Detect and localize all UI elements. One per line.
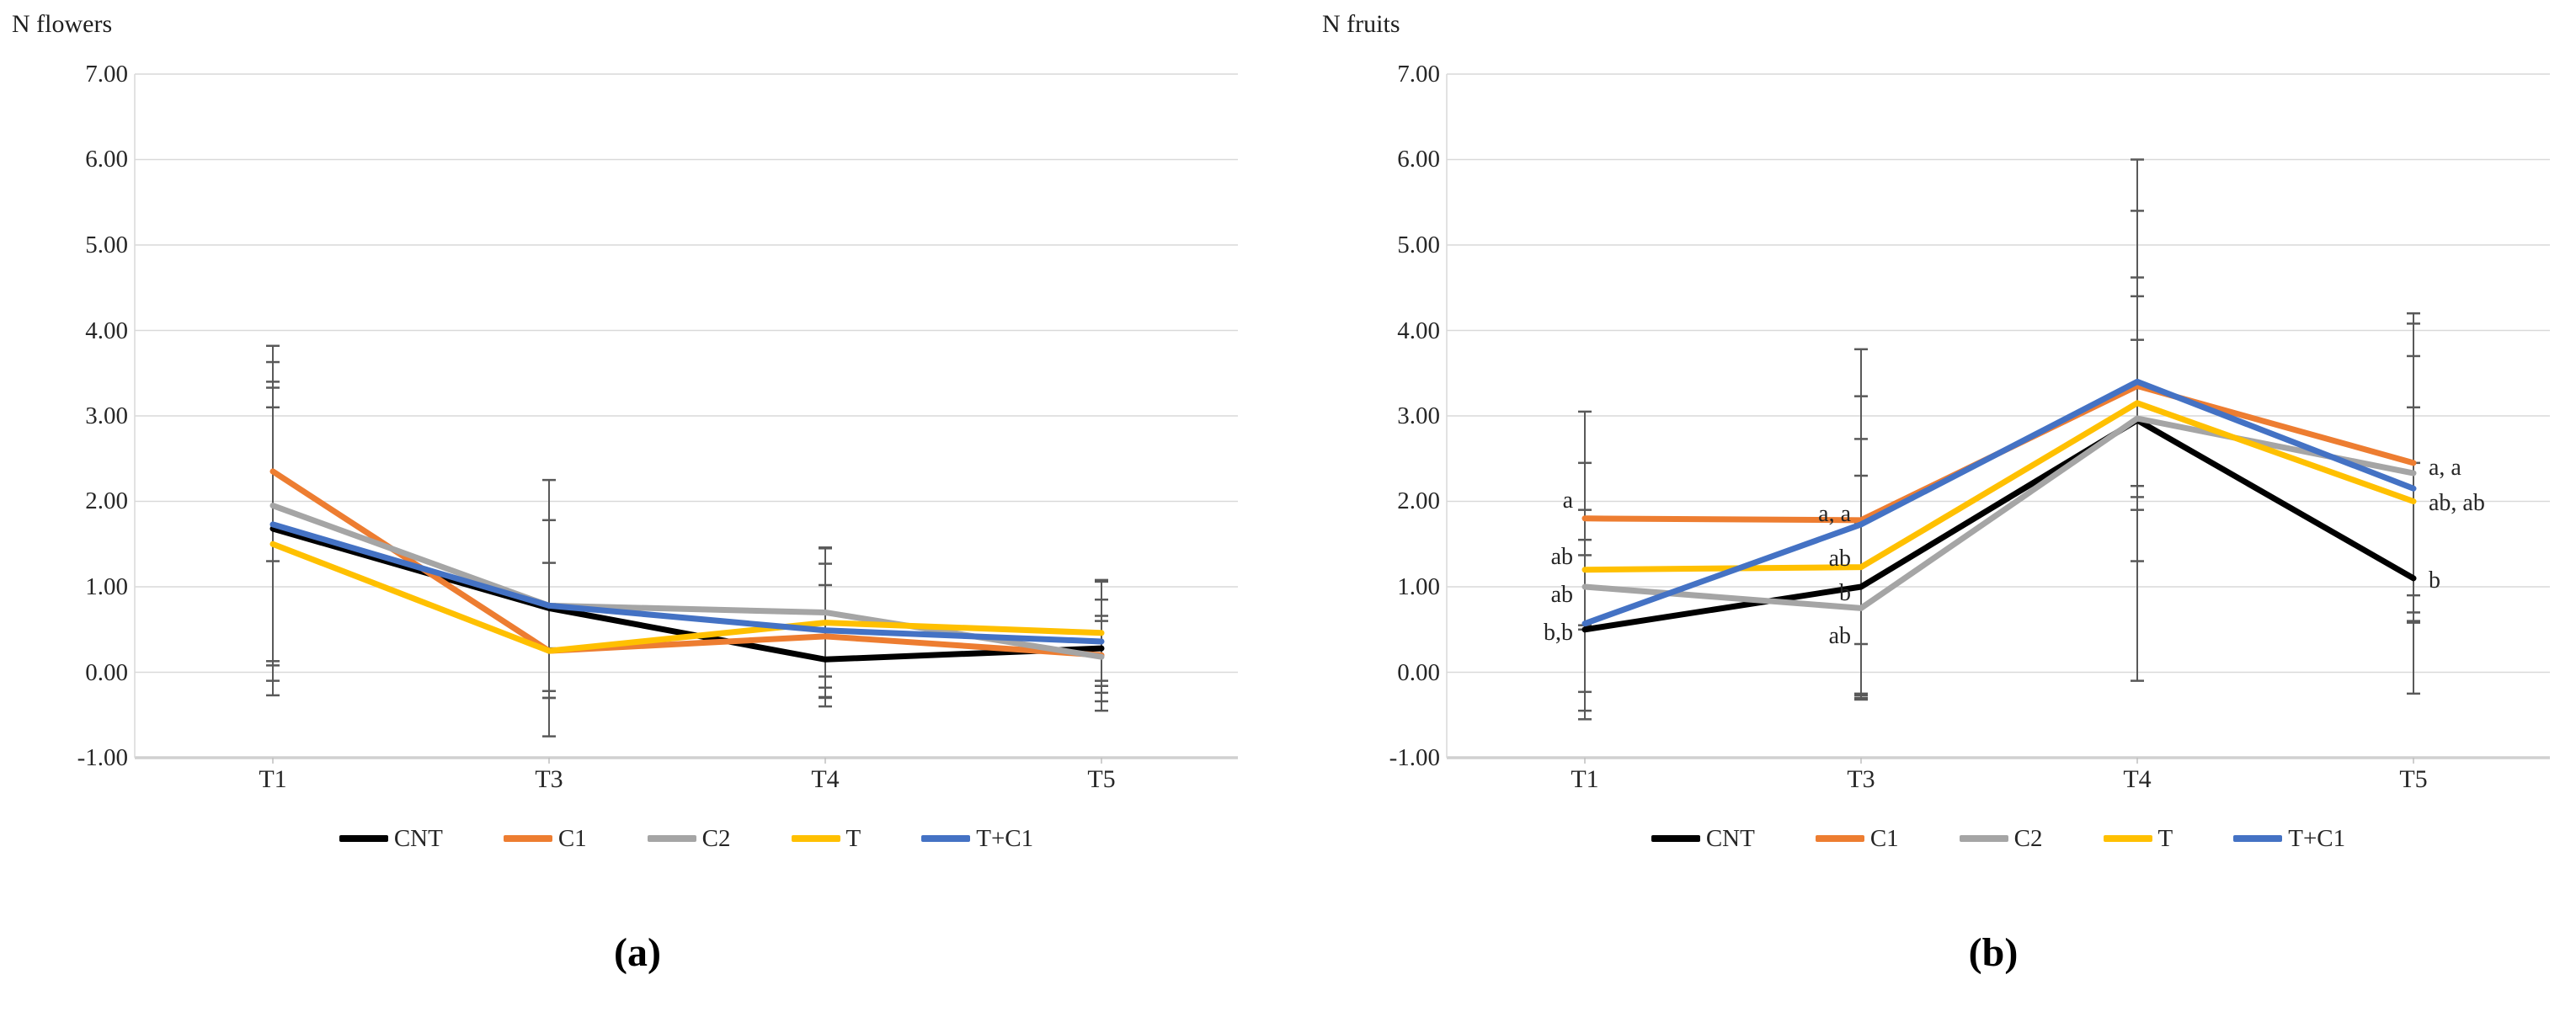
chart-b-ytick-7: 7.00 <box>1397 61 1440 88</box>
tc1-line-swatch <box>2233 835 2283 842</box>
chart-a-ytick-6: 6.00 <box>85 146 128 173</box>
legend-item-cnt: CNT <box>1651 822 1755 855</box>
chart-b-ytick-5: 5.00 <box>1397 232 1440 258</box>
chart-b-ytick-6: 6.00 <box>1397 146 1440 173</box>
sig-annotation-t3-ab1: ab <box>1828 546 1851 572</box>
series-line-t <box>269 540 1105 654</box>
chart-b-ytick-3: 3.00 <box>1397 402 1440 429</box>
tc1-line-swatch <box>921 835 971 842</box>
sig-annotation-t1-ab2: ab <box>1550 582 1573 608</box>
chart-b-ytick-0: 0.00 <box>1397 659 1440 686</box>
sig-annotation-t3-aa: a, a <box>1818 501 1851 527</box>
chart-a-xtick-t1: T1 <box>259 765 287 793</box>
legend-label-tc1: T+C1 <box>2288 825 2346 852</box>
sig-annotation-t1-bb: b,b <box>1544 620 1573 646</box>
legend-label-tc1: T+C1 <box>976 825 1034 852</box>
chart-a-ytick-7: 7.00 <box>85 61 128 88</box>
chart-b-ytick-2: 2.00 <box>1397 487 1440 514</box>
cnt-line-swatch <box>339 835 388 842</box>
legend-item-t: T <box>791 822 861 855</box>
legend-item-c1: C1 <box>1815 822 1899 855</box>
caption-b: (b) <box>1968 930 2019 975</box>
legend-item-c1: C1 <box>503 822 587 855</box>
series-line-cnt <box>269 525 1105 663</box>
legend-label-cnt: CNT <box>1705 825 1755 852</box>
chart-a-xtick-t4: T4 <box>811 765 840 793</box>
chart-b-title: N fruits <box>1322 10 1400 38</box>
c2-line-swatch <box>1959 835 2008 842</box>
series-line-t <box>1581 400 2417 573</box>
series-line-c2 <box>1581 415 2417 611</box>
sig-annotation-t1-a: a <box>1562 487 1573 514</box>
caption-a: (a) <box>614 930 661 975</box>
cnt-line-swatch <box>1651 835 1700 842</box>
legend-label-c2: C2 <box>701 825 731 852</box>
series-line-cnt <box>1581 417 2417 633</box>
chart-b-xtick-t3: T3 <box>1847 765 1875 793</box>
sig-annotation-t5-aa: a, a <box>2429 455 2461 481</box>
legend-item-c2: C2 <box>647 822 731 855</box>
chart-a-ytick-1: 1.00 <box>85 573 128 600</box>
chart-b-xtick-t1: T1 <box>1571 765 1599 793</box>
series-line-c1 <box>269 468 1105 658</box>
chart-a-title: N flowers <box>12 10 113 38</box>
legend-label-c1: C1 <box>1869 825 1899 852</box>
t-line-swatch <box>791 835 840 842</box>
chart-a-xtick-t5: T5 <box>1087 765 1116 793</box>
sig-annotation-t5-abab: ab, ab <box>2429 490 2485 516</box>
chart-b-ytick-4: 4.00 <box>1397 317 1440 344</box>
sig-annotation-t1-ab1: ab <box>1550 544 1573 570</box>
chart-a-ytick-2: 2.00 <box>85 487 128 514</box>
chart-b-legend: CNT C1 C2 T T+C1 <box>1447 822 2550 855</box>
series-line-t+c1 <box>269 521 1105 645</box>
sig-annotation-t3-ab2: ab <box>1828 623 1851 649</box>
legend-item-tc1: T+C1 <box>921 822 1033 855</box>
chart-a-ytick-5: 5.00 <box>85 232 128 258</box>
chart-b-ytick-neg1: -1.00 <box>1389 744 1440 771</box>
legend-label-c2: C2 <box>2013 825 2043 852</box>
c1-line-swatch <box>503 835 552 842</box>
series-line-t+c1 <box>1581 378 2417 627</box>
chart-a-ytick-0: 0.00 <box>85 659 128 686</box>
legend-label-cnt: CNT <box>393 825 443 852</box>
sig-annotation-t3-b: b <box>1839 580 1851 606</box>
c2-line-swatch <box>647 835 696 842</box>
sig-annotation-t5-b: b <box>2429 567 2440 594</box>
chart-b-xtick-t4: T4 <box>2123 765 2152 793</box>
chart-b-ytick-1: 1.00 <box>1397 573 1440 600</box>
chart-b-xtick-t5: T5 <box>2399 765 2428 793</box>
chart-a-ytick-4: 4.00 <box>85 317 128 344</box>
legend-item-tc1: T+C1 <box>2233 822 2345 855</box>
legend-item-c2: C2 <box>1959 822 2043 855</box>
chart-a-legend: CNT C1 C2 T T+C1 <box>135 822 1238 855</box>
chart-a-ytick-3: 3.00 <box>85 402 128 429</box>
legend-item-cnt: CNT <box>339 822 443 855</box>
legend-label-t: T <box>2157 825 2173 852</box>
t-line-swatch <box>2103 835 2152 842</box>
chart-a-ytick-neg1: -1.00 <box>77 744 128 771</box>
legend-label-c1: C1 <box>557 825 587 852</box>
c1-line-swatch <box>1815 835 1864 842</box>
legend-label-t: T <box>845 825 861 852</box>
chart-a-xtick-t3: T3 <box>535 765 563 793</box>
legend-item-t: T <box>2103 822 2173 855</box>
